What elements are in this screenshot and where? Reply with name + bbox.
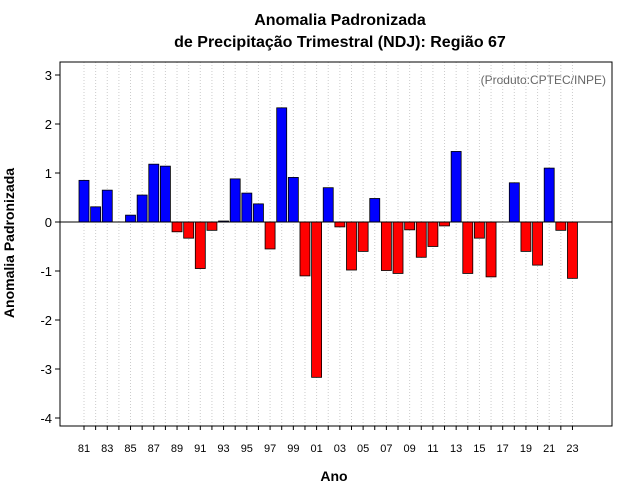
grid-layer — [83, 62, 573, 426]
x-tick-label: 81 — [78, 443, 90, 455]
y-tick-label: 1 — [45, 166, 52, 181]
bar-01 — [311, 221, 323, 378]
y-tick-label: 3 — [45, 68, 52, 83]
chart-subtitle: de Precipitação Trimestral (NDJ): Região… — [174, 34, 506, 51]
bar-19 — [520, 221, 532, 252]
bar-14 — [462, 221, 474, 274]
bar-16 — [485, 221, 497, 278]
bar-91 — [194, 221, 206, 269]
bar-05 — [357, 221, 369, 252]
x-axis-title: Ano — [320, 468, 347, 484]
chart-title: Anomalia Padronizada — [254, 12, 426, 29]
bar-15 — [474, 221, 485, 239]
bar-09 — [404, 221, 416, 231]
x-tick-label: 11 — [427, 443, 438, 455]
bar-03 — [334, 221, 346, 228]
bar-21 — [543, 167, 555, 223]
bar-07 — [380, 221, 392, 271]
y-axis-title: Anomalia Padronizada — [1, 168, 17, 318]
bar-83 — [101, 189, 113, 223]
bar-89 — [171, 221, 183, 233]
bar-04 — [346, 221, 357, 271]
bars-layer — [78, 107, 578, 378]
y-tick-label: 0 — [45, 215, 52, 230]
bar-92 — [206, 221, 218, 231]
bar-88 — [160, 165, 171, 223]
bar-98 — [276, 107, 288, 223]
bar-18 — [508, 182, 520, 223]
bar-02 — [322, 187, 334, 223]
bar-85 — [125, 214, 136, 223]
y-tick-label: -3 — [40, 362, 52, 377]
bar-08 — [392, 221, 404, 274]
bar-06 — [369, 198, 381, 223]
bar-90 — [183, 221, 195, 239]
x-tick-label: 23 — [566, 443, 578, 455]
x-tick-label: 87 — [148, 443, 160, 455]
bar-00 — [299, 221, 311, 277]
bar-94 — [229, 178, 241, 223]
bar-95 — [241, 192, 253, 223]
x-tick-label: 09 — [404, 443, 416, 455]
bar-82 — [90, 206, 102, 223]
bar-11 — [427, 221, 439, 247]
bar-81 — [78, 179, 90, 223]
bar-87 — [148, 163, 160, 223]
y-tick-label: -2 — [40, 313, 52, 328]
x-tick-label: 05 — [357, 443, 369, 455]
x-tick-label: 85 — [124, 443, 136, 455]
x-tick-label: 19 — [520, 443, 532, 455]
x-tick-label: 99 — [287, 443, 299, 455]
bar-22 — [555, 221, 567, 231]
x-tick-label: 97 — [264, 443, 276, 455]
x-tick-label: 17 — [497, 443, 509, 455]
x-tick-label: 93 — [217, 443, 229, 455]
bar-13 — [450, 151, 462, 223]
x-tick-label: 03 — [334, 443, 346, 455]
x-tick-label: 01 — [310, 443, 322, 455]
x-tick-label: 95 — [241, 443, 253, 455]
bar-10 — [415, 221, 427, 258]
bar-20 — [532, 221, 543, 266]
bar-86 — [136, 194, 148, 223]
y-tick-label: 2 — [45, 117, 52, 132]
y-tick-label: -4 — [40, 411, 52, 426]
bar-99 — [287, 177, 299, 223]
x-tick-label: 13 — [450, 443, 462, 455]
bar-97 — [264, 221, 276, 250]
credit-label: (Produto:CPTEC/INPE) — [481, 73, 606, 87]
x-tick-label: 15 — [473, 443, 485, 455]
bar-23 — [567, 221, 578, 279]
y-tick-label: -1 — [40, 264, 52, 279]
x-tick-label: 89 — [171, 443, 183, 455]
x-tick-label: 91 — [194, 443, 206, 455]
x-tick-label: 07 — [380, 443, 392, 455]
plot-frame — [59, 61, 613, 427]
x-tick-label: 83 — [101, 443, 113, 455]
bar-96 — [253, 203, 264, 223]
bar-12 — [439, 221, 450, 227]
x-tick-label: 21 — [543, 443, 555, 455]
